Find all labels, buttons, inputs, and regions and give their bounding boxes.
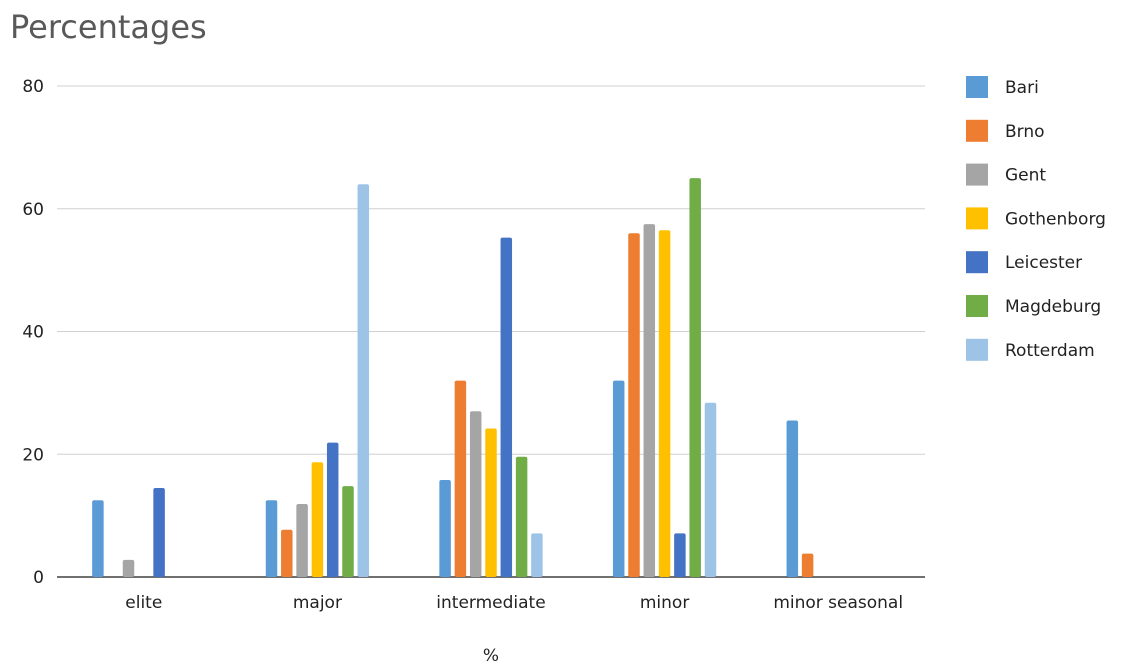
bar-rotterdam-intermediate — [531, 533, 543, 577]
bar-leicester-elite — [153, 488, 165, 577]
legend-swatch-bari — [966, 76, 988, 98]
bar-brno-minor-seasonal — [801, 553, 814, 577]
legend-label-magdeburg: Magdeburg — [1005, 297, 1101, 317]
bar-leicester-minor — [674, 533, 686, 577]
bars — [92, 178, 814, 578]
y-tick-label: 0 — [33, 568, 44, 588]
y-tick-label: 20 — [22, 445, 44, 465]
bar-gothenborg-minor — [658, 230, 671, 577]
bar-gent-elite — [122, 559, 135, 577]
legend-label-rotterdam: Rotterdam — [1005, 341, 1095, 361]
bar-rotterdam-major — [357, 184, 370, 577]
bar-gothenborg-intermediate — [485, 428, 497, 577]
bar-gent-minor — [643, 224, 656, 577]
bar-leicester-intermediate — [500, 237, 513, 577]
bar-brno-intermediate — [454, 380, 467, 577]
bar-bari-minor-seasonal — [786, 420, 799, 577]
y-tick-label: 40 — [22, 323, 44, 343]
bar-magdeburg-intermediate — [515, 456, 528, 577]
legend-label-gothenborg: Gothenborg — [1005, 209, 1106, 229]
bar-brno-minor — [628, 233, 640, 578]
legend-swatch-leicester — [966, 251, 988, 274]
x-tick-label: major — [293, 593, 342, 613]
bar-brno-major — [281, 529, 293, 577]
bar-magdeburg-minor — [689, 178, 701, 577]
x-tick-label: minor — [640, 593, 689, 613]
y-tick-label: 60 — [22, 200, 44, 220]
x-axis-ticks: elite major intermediate minor minor seasona… — [125, 593, 903, 613]
x-tick-label: intermediate — [436, 593, 545, 613]
legend-swatch-gent — [966, 163, 988, 186]
legend-label-leicester: Leicester — [1005, 253, 1082, 273]
legend-label-gent: Gent — [1005, 166, 1046, 186]
legend-swatch-magdeburg — [966, 295, 988, 317]
bar-bari-intermediate — [439, 480, 451, 577]
bar-magdeburg-major — [342, 486, 354, 577]
legend-label-brno: Brno — [1005, 122, 1045, 142]
bar-rotterdam-minor — [704, 402, 717, 577]
chart-title: Percentages — [10, 8, 207, 46]
bar-bari-major — [265, 500, 278, 577]
bar-bari-elite — [92, 500, 104, 577]
legend-label-bari: Bari — [1005, 78, 1039, 98]
x-axis-title: % — [483, 646, 499, 666]
x-tick-label: minor seasonal — [773, 593, 903, 613]
y-axis-ticks: 0 20 40 60 80 — [22, 77, 44, 588]
legend-swatch-gothenborg — [966, 207, 988, 230]
legend-swatch-rotterdam — [966, 338, 988, 361]
legend: Bari Brno Gent Gothenborg Leicester Magdeburg… — [966, 76, 1106, 361]
x-tick-label: elite — [125, 593, 162, 613]
bar-gent-intermediate — [469, 411, 482, 577]
bar-gent-major — [296, 503, 308, 577]
bar-gothenborg-major — [311, 462, 324, 577]
bar-bari-minor — [612, 380, 625, 577]
y-tick-label: 80 — [22, 77, 44, 97]
legend-swatch-brno — [966, 119, 988, 142]
bar-leicester-major — [326, 442, 339, 577]
